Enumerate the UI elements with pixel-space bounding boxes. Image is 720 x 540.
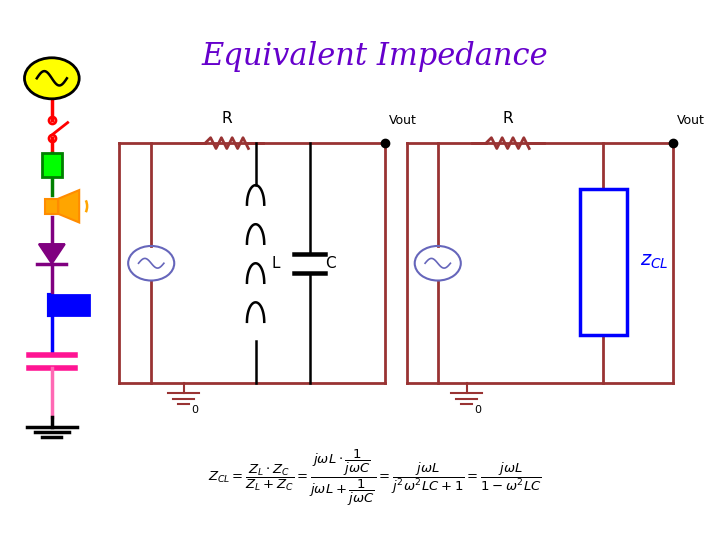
Text: $Z_{CL} = \dfrac{Z_L \cdot Z_C}{Z_L + Z_C} = \dfrac{j\omega L \cdot \dfrac{1}{j\: $Z_{CL} = \dfrac{Z_L \cdot Z_C}{Z_L + Z_…: [207, 448, 541, 508]
Text: $\mathit{z}_{CL}$: $\mathit{z}_{CL}$: [639, 252, 668, 272]
Text: 0: 0: [474, 405, 481, 415]
Bar: [49, 295, 89, 315]
Text: Equivalent Impedance: Equivalent Impedance: [201, 41, 548, 72]
Text: L: L: [271, 256, 280, 271]
Text: Vout: Vout: [677, 114, 705, 127]
Bar: [42, 152, 62, 177]
Text: 0: 0: [191, 405, 198, 415]
Text: Vout: Vout: [389, 114, 417, 127]
Polygon shape: [45, 199, 58, 214]
Text: R: R: [503, 111, 513, 126]
Text: C: C: [325, 256, 336, 271]
Polygon shape: [58, 190, 79, 222]
Bar: [580, 189, 627, 335]
Text: R: R: [222, 111, 232, 126]
Polygon shape: [39, 244, 65, 264]
Circle shape: [24, 58, 79, 99]
